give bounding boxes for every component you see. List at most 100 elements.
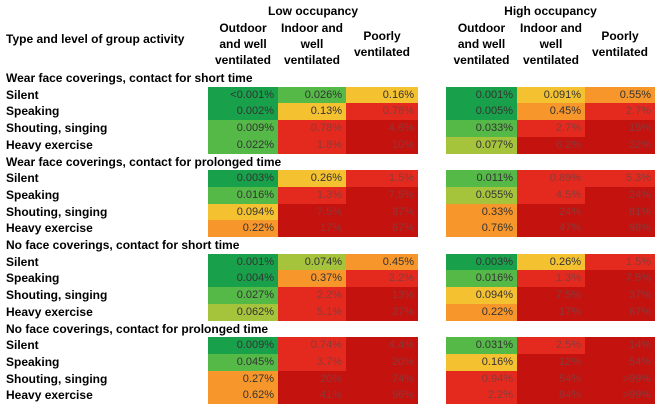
risk-cell: 0.45%: [517, 103, 585, 121]
risk-cell: 47%: [517, 220, 585, 238]
group-title: High occupancy: [504, 4, 597, 18]
risk-cell: 17%: [517, 303, 585, 321]
risk-cell: 0.16%: [346, 86, 418, 104]
risk-cell: 37%: [585, 287, 655, 305]
risk-cell: 0.045%: [208, 353, 278, 372]
row-label: Heavy exercise: [6, 221, 93, 236]
risk-cell: 2.2%: [446, 387, 517, 405]
column-header: Poorly ventilated: [353, 29, 410, 59]
risk-cell: 2.7%: [517, 120, 585, 138]
risk-cell: 0.002%: [208, 103, 278, 121]
row-label: Shouting, singing: [6, 288, 108, 303]
risk-cell: 1.5%: [346, 170, 418, 188]
risk-cell: 0.026%: [278, 86, 346, 104]
risk-cell: 96%: [346, 387, 418, 405]
risk-cell: 14%: [585, 337, 655, 355]
risk-cell: 0.78%: [346, 103, 418, 121]
risk-cell: 41%: [278, 387, 346, 405]
risk-cell: 0.055%: [446, 186, 517, 205]
risk-cell: 0.003%: [208, 170, 278, 188]
group-title: Low occupancy: [267, 4, 359, 18]
risk-cell: 2.7%: [585, 103, 655, 121]
section-title: No face coverings, contact for prolonged…: [6, 321, 269, 336]
risk-cell: 7.5%: [346, 186, 418, 205]
risk-cell: 2.2%: [346, 270, 418, 288]
risk-cell: 0.26%: [278, 170, 346, 188]
risk-cell: 0.033%: [446, 120, 517, 138]
risk-cell: 24%: [585, 186, 655, 205]
row-label: Speaking: [6, 271, 60, 286]
row-label: Silent: [6, 254, 39, 269]
risk-cell: 0.022%: [208, 136, 278, 154]
column-header: Outdoor and well ventilated: [214, 21, 271, 67]
risk-cell: 1.3%: [517, 270, 585, 288]
risk-cell: 0.009%: [208, 120, 278, 138]
section-title: Wear face coverings, contact for prolong…: [6, 154, 282, 169]
risk-cell: >99%: [585, 370, 655, 388]
risk-cell: 98%: [585, 220, 655, 238]
risk-cell: 4.4%: [346, 337, 418, 355]
risk-cell: 0.33%: [446, 203, 517, 221]
risk-cell: 0.062%: [208, 303, 278, 321]
risk-cell: 4.5%: [517, 186, 585, 205]
column-header: Poorly ventilated: [591, 29, 648, 59]
risk-cell: 67%: [585, 303, 655, 321]
risk-cell: 15%: [585, 120, 655, 138]
risk-cell: 20%: [346, 353, 418, 372]
risk-cell: 0.55%: [585, 86, 655, 104]
risk-cell: 54%: [517, 370, 585, 388]
risk-cell: 0.016%: [446, 270, 517, 288]
row-label: Heavy exercise: [6, 388, 93, 403]
risk-cell: 2.5%: [517, 337, 585, 355]
risk-cell: 4.6%: [346, 120, 418, 138]
row-label: Heavy exercise: [6, 137, 93, 152]
risk-cell: 0.94%: [446, 370, 517, 388]
risk-cell: 24%: [517, 203, 585, 221]
row-label: Speaking: [6, 187, 60, 202]
risk-cell: 0.89%: [517, 170, 585, 188]
risk-cell: 5.3%: [585, 170, 655, 188]
row-label: Silent: [6, 338, 39, 353]
risk-cell: 37%: [346, 203, 418, 221]
risk-cell: 0.001%: [208, 253, 278, 271]
risk-cell: 0.62%: [208, 387, 278, 405]
row-label: Speaking: [6, 354, 60, 369]
risk-cell: 84%: [517, 387, 585, 405]
section-title: No face coverings, contact for short tim…: [6, 238, 240, 252]
risk-cell: 0.094%: [208, 203, 278, 221]
risk-cell: 0.091%: [517, 86, 585, 104]
column-header: Outdoor and well ventilated: [453, 21, 510, 67]
row-label: Speaking: [6, 104, 60, 119]
risk-cell: 0.009%: [208, 337, 278, 355]
risk-cell: 32%: [585, 136, 655, 154]
risk-cell: 0.031%: [446, 337, 517, 355]
risk-cell: 0.37%: [278, 270, 346, 288]
row-label: Shouting, singing: [6, 371, 108, 386]
risk-cell: 0.27%: [208, 370, 278, 388]
risk-cell: 7.5%: [278, 203, 346, 221]
risk-cell: 0.005%: [446, 103, 517, 121]
risk-cell: 3.7%: [278, 353, 346, 372]
row-label: Silent: [6, 171, 39, 186]
risk-cell: 0.76%: [446, 220, 517, 238]
row-label: Silent: [6, 87, 39, 102]
risk-cell: 0.22%: [446, 303, 517, 321]
risk-cell: >99%: [585, 387, 655, 405]
row-label: Heavy exercise: [6, 304, 93, 319]
risk-cell: 0.094%: [446, 287, 517, 305]
risk-cell: 0.027%: [208, 287, 278, 305]
risk-cell: 12%: [517, 353, 585, 372]
risk-cell: 67%: [346, 220, 418, 238]
risk-cell: 27%: [346, 303, 418, 321]
risk-cell: 7.5%: [517, 287, 585, 305]
risk-cell: <0.001%: [208, 86, 278, 104]
risk-cell: 0.16%: [446, 353, 517, 372]
risk-cell: 0.26%: [517, 253, 585, 271]
risk-cell: 13%: [346, 287, 418, 305]
risk-cell: 0.003%: [446, 253, 517, 271]
risk-cell: 0.13%: [278, 103, 346, 121]
risk-cell: 0.45%: [346, 253, 418, 271]
column-header: Indoor and well ventilated: [281, 21, 343, 67]
risk-cell: 1.3%: [278, 186, 346, 205]
